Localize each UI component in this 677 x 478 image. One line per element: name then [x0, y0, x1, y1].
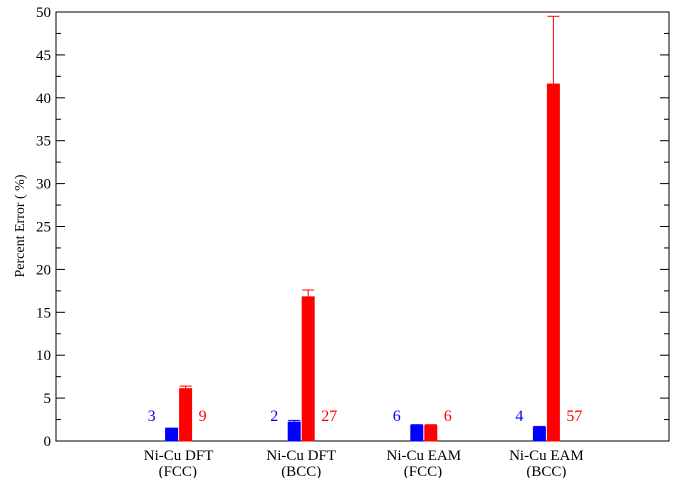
- data-label: 2: [270, 408, 278, 425]
- data-label: 3: [148, 408, 156, 425]
- category-label: (BCC): [526, 464, 566, 478]
- plot-frame: [55, 11, 670, 442]
- bar: [287, 421, 301, 442]
- data-label: 6: [393, 408, 401, 425]
- y-tick-label: 15: [36, 305, 51, 321]
- bar: [532, 426, 546, 442]
- y-axis-ticks: 0 5 10 15 20 25 30 35 40 45 50: [36, 5, 669, 450]
- category-label: Ni-Cu DFT: [144, 448, 214, 464]
- bar: [410, 425, 424, 442]
- y-axis-label: Percent Error ( %): [13, 174, 28, 277]
- category-label: Ni-Cu EAM: [387, 448, 462, 464]
- category-label: (FCC): [159, 464, 197, 478]
- y-tick-label: 0: [44, 434, 52, 450]
- y-tick-label: 25: [36, 220, 51, 236]
- bar: [424, 425, 438, 442]
- y-tick-label: 45: [36, 48, 51, 64]
- bar: [165, 427, 179, 442]
- bar: [546, 83, 560, 442]
- bars: 3 9 2 27 6 6 4 57: [148, 15, 582, 442]
- category-labels: Ni-Cu DFT(FCC)Ni-Cu DFT(BCC)Ni-Cu EAM(FC…: [144, 448, 584, 478]
- data-label: 6: [444, 408, 452, 425]
- y-tick-label: 30: [36, 177, 51, 193]
- data-label: 9: [199, 408, 207, 425]
- category-label: Ni-Cu EAM: [509, 448, 584, 464]
- y-tick-label: 5: [44, 391, 52, 407]
- y-tick-label: 20: [36, 262, 51, 278]
- y-tick-label: 40: [36, 91, 51, 107]
- data-label: 57: [566, 408, 582, 425]
- category-label: (BCC): [281, 464, 321, 478]
- category-label: Ni-Cu DFT: [266, 448, 336, 464]
- y-tick-label: 10: [36, 348, 51, 364]
- y-tick-label: 50: [36, 5, 51, 21]
- data-label: 27: [321, 408, 337, 425]
- y-tick-label: 35: [36, 134, 51, 150]
- bar: [179, 388, 193, 442]
- bar: [301, 296, 315, 442]
- category-label: (FCC): [404, 464, 442, 478]
- data-label: 4: [515, 408, 523, 425]
